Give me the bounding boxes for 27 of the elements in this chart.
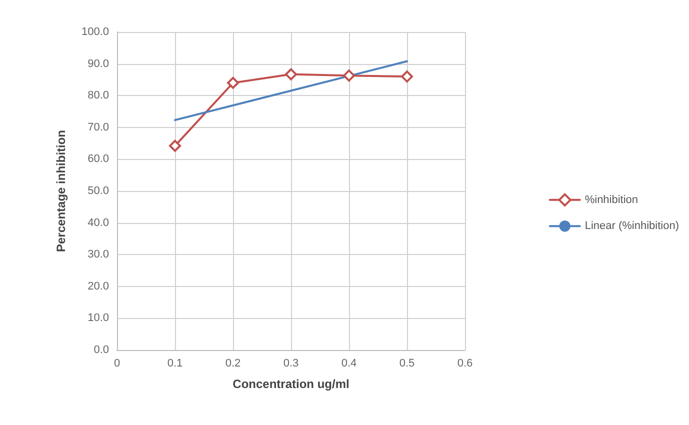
y-tick-label: 0.0 (94, 344, 109, 356)
point (169, 140, 181, 152)
legend-label: %inhibition (584, 194, 638, 206)
y-axis-title: Percentage inhibition (54, 130, 68, 252)
legend-label: Linear (%inhibition) (584, 220, 680, 232)
y-tick-label: 70.0 (88, 121, 109, 134)
x-axis-title: Concentration ug/ml (232, 377, 350, 391)
y-tick-label: 60.0 (88, 153, 109, 166)
y-tick-label: 30.0 (88, 248, 109, 261)
x-tick-label: 0.5 (399, 358, 415, 370)
x-tick-label: 0 (114, 358, 120, 370)
y-tick-label: 90.0 (88, 58, 109, 70)
y-tick-label: 80.0 (88, 90, 109, 102)
y-tick-label: 40.0 (88, 216, 109, 229)
x-tick-label: 0.6 (457, 358, 473, 370)
point (227, 76, 239, 89)
y-tick-label: 20.0 (88, 280, 109, 292)
point (285, 68, 297, 80)
y-tick-label: 100.0 (81, 26, 109, 38)
point (401, 70, 413, 83)
x-tick-label: 0.2 (225, 358, 241, 370)
y-tick-label: 10.0 (88, 312, 109, 324)
y-tick-label: 50.0 (88, 185, 109, 197)
x-tick-label: 0.3 (283, 358, 299, 370)
x-tick-label: 0.4 (341, 358, 357, 370)
point (343, 70, 355, 82)
x-tick-label: 0.1 (167, 358, 183, 370)
